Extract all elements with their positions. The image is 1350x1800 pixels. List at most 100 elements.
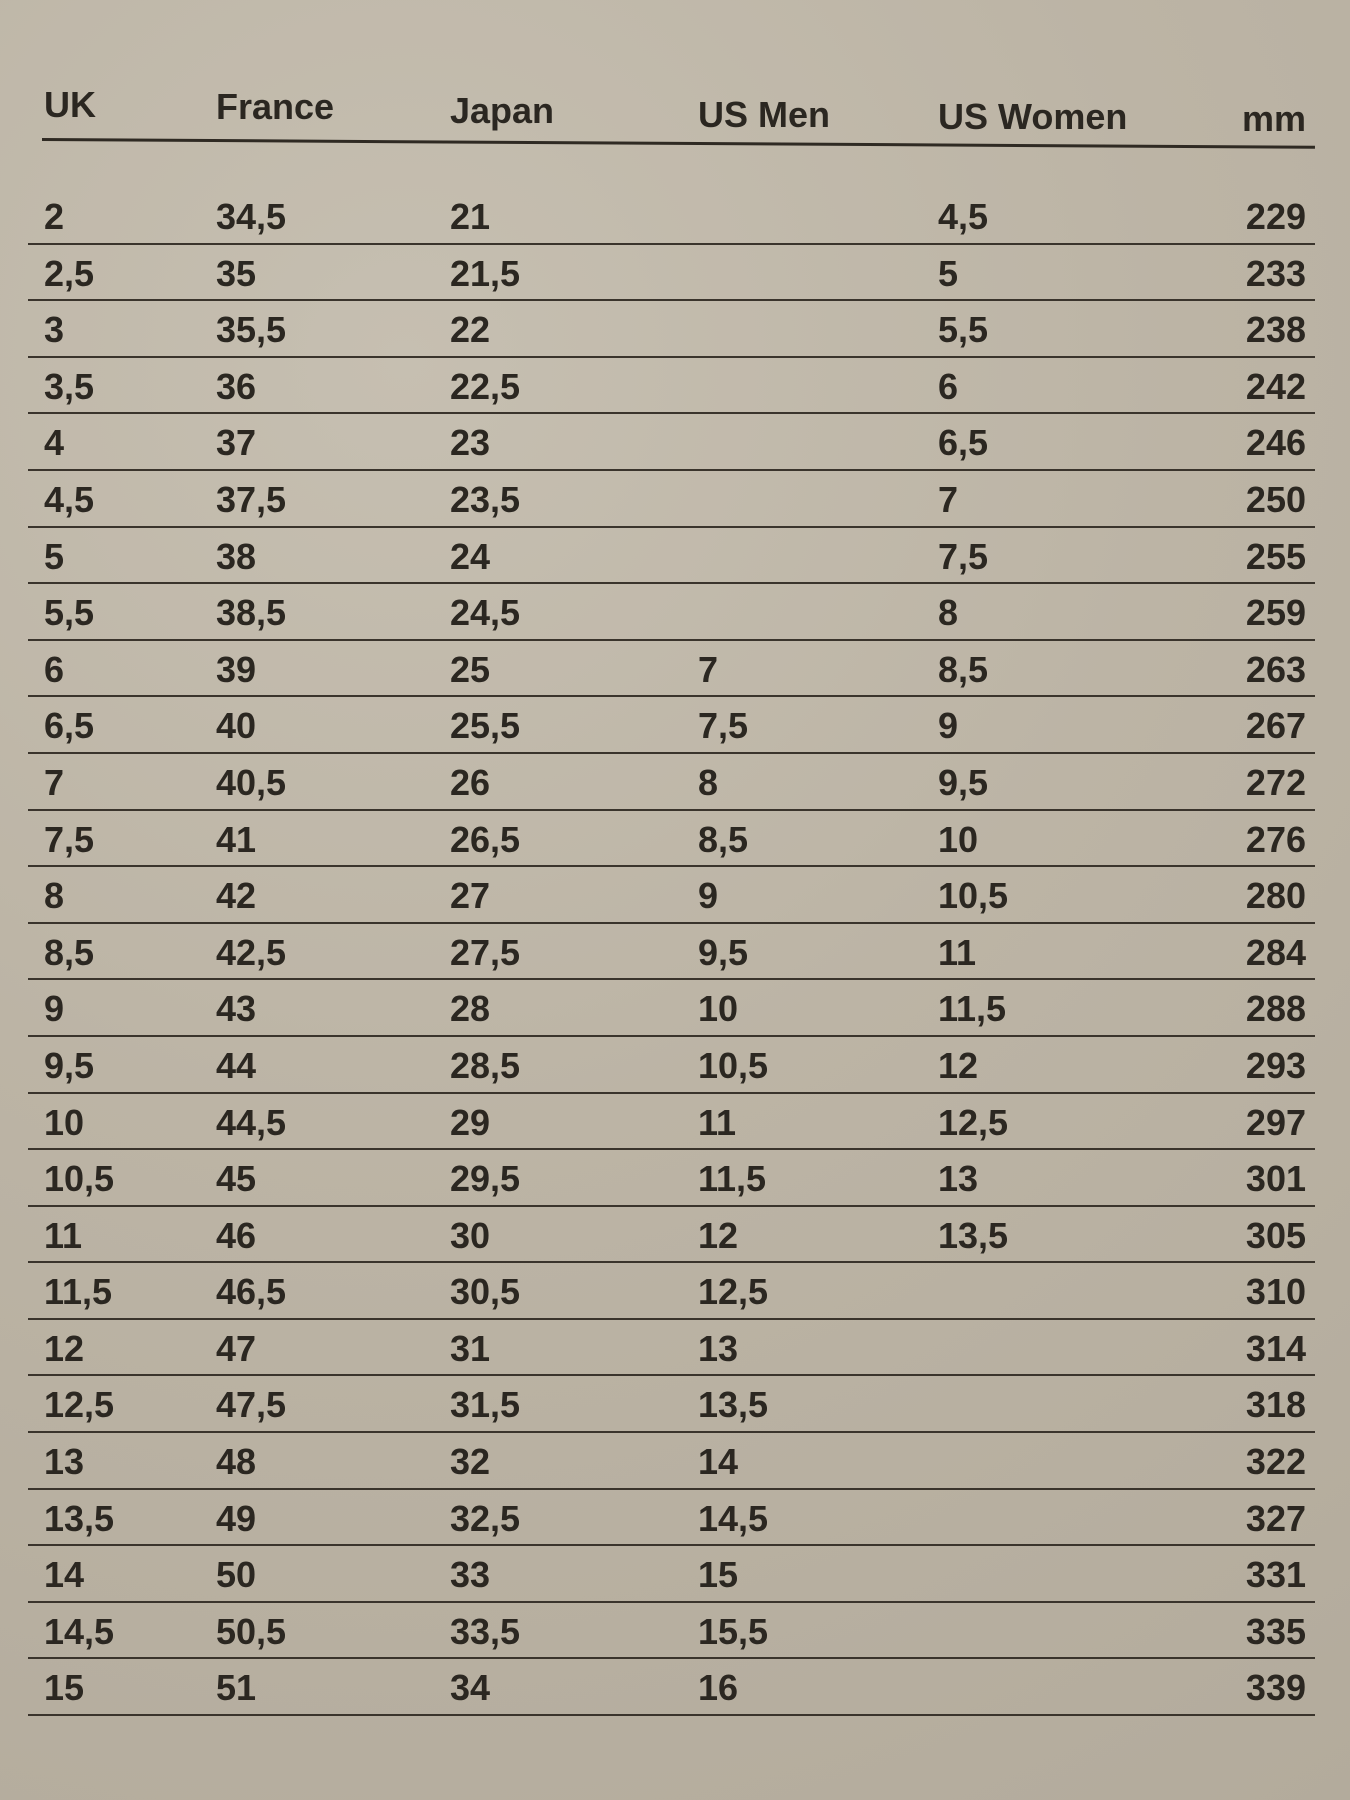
cell-us-men: 8 [698, 761, 719, 803]
size-table-body: 2 34,5 21 4,5 229 2,5 35 21,5 5 233 3 35,5 22 5,5 238 3… [0, 190, 1350, 1718]
row-divider [28, 1600, 1315, 1603]
cell-us-men: 14,5 [698, 1497, 769, 1539]
table-row: 13 48 32 14 322 [0, 1435, 1350, 1492]
table-row: 13,5 49 32,5 14,5 327 [0, 1492, 1350, 1549]
cell-us-men: 14 [698, 1441, 739, 1483]
cell-france: 40,5 [216, 761, 287, 803]
table-row: 15 51 34 16 339 [0, 1661, 1350, 1718]
row-divider [28, 1431, 1315, 1434]
row-divider [28, 242, 1315, 245]
cell-france: 48 [216, 1441, 257, 1483]
table-row: 10,5 45 29,5 11,5 13 301 [0, 1152, 1350, 1209]
cell-france: 44 [216, 1044, 257, 1086]
row-divider [28, 468, 1315, 471]
cell-mm: 322 [1245, 1441, 1306, 1483]
row-divider [28, 1148, 1315, 1151]
cell-france: 49 [216, 1497, 257, 1539]
cell-us-men: 12,5 [698, 1271, 769, 1313]
cell-japan: 33 [450, 1554, 491, 1596]
cell-japan: 34 [450, 1667, 491, 1709]
cell-us-men: 10 [698, 988, 739, 1030]
cell-mm: 272 [1245, 761, 1306, 803]
row-divider [28, 1091, 1315, 1094]
cell-mm: 305 [1245, 1214, 1306, 1256]
cell-japan: 27,5 [450, 931, 521, 973]
cell-us-women: 7,5 [938, 535, 989, 577]
cell-mm: 233 [1245, 252, 1306, 294]
table-row: 8 42 27 9 10,5 280 [0, 869, 1350, 926]
cell-uk: 5 [44, 535, 65, 577]
table-row: 11,5 46,5 30,5 12,5 310 [0, 1265, 1350, 1322]
row-divider [28, 299, 1315, 302]
cell-us-women: 9,5 [938, 761, 989, 803]
cell-us-women: 12 [938, 1044, 979, 1086]
row-divider [28, 412, 1315, 415]
table-row: 7 40,5 26 8 9,5 272 [0, 756, 1350, 813]
cell-mm: 331 [1245, 1554, 1306, 1596]
row-divider [28, 1487, 1315, 1490]
cell-mm: 301 [1245, 1158, 1306, 1200]
cell-japan: 24,5 [450, 592, 521, 634]
cell-japan: 29 [450, 1101, 491, 1143]
cell-japan: 32,5 [450, 1497, 521, 1539]
cell-mm: 267 [1245, 705, 1306, 747]
cell-mm: 280 [1245, 875, 1306, 917]
cell-us-men: 15,5 [698, 1610, 769, 1652]
cell-mm: 229 [1245, 196, 1306, 237]
cell-france: 42 [216, 875, 257, 917]
row-divider [28, 1374, 1315, 1377]
cell-france: 46,5 [216, 1271, 287, 1313]
cell-uk: 7 [44, 761, 65, 803]
row-divider [28, 1544, 1315, 1547]
cell-japan: 32 [450, 1441, 491, 1483]
cell-uk: 12 [44, 1327, 85, 1369]
cell-japan: 28,5 [450, 1044, 521, 1086]
cell-france: 40 [216, 705, 257, 747]
cell-mm: 263 [1245, 648, 1306, 690]
cell-mm: 246 [1245, 422, 1306, 464]
cell-france: 47,5 [216, 1384, 287, 1426]
cell-japan: 30 [450, 1214, 491, 1256]
table-row: 9,5 44 28,5 10,5 12 293 [0, 1039, 1350, 1096]
cell-us-women: 10 [938, 818, 979, 860]
cell-us-men: 10,5 [698, 1044, 769, 1086]
table-row: 7,5 41 26,5 8,5 10 276 [0, 813, 1350, 870]
cell-france: 41 [216, 818, 257, 860]
cell-japan: 31 [450, 1327, 491, 1369]
header-japan: Japan [450, 90, 555, 131]
cell-japan: 25 [450, 648, 491, 690]
cell-mm: 297 [1245, 1101, 1306, 1143]
cell-uk: 6,5 [44, 705, 95, 747]
cell-france: 36 [216, 365, 257, 407]
cell-us-women: 7 [938, 478, 959, 520]
table-row: 5,5 38,5 24,5 8 259 [0, 586, 1350, 643]
cell-france: 42,5 [216, 931, 287, 973]
cell-mm: 327 [1245, 1497, 1306, 1539]
cell-uk: 10,5 [44, 1158, 115, 1200]
cell-us-women: 8,5 [938, 648, 989, 690]
row-divider [28, 865, 1315, 868]
header-mm: mm [1241, 98, 1306, 139]
cell-us-women: 5,5 [938, 309, 989, 351]
cell-japan: 26 [450, 761, 491, 803]
table-row: 14 50 33 15 331 [0, 1548, 1350, 1605]
cell-uk: 15 [44, 1667, 85, 1709]
cell-mm: 310 [1245, 1271, 1306, 1313]
cell-japan: 29,5 [450, 1158, 521, 1200]
header-us-men: US Men [698, 94, 831, 135]
cell-mm: 276 [1245, 818, 1306, 860]
cell-uk: 4,5 [44, 478, 95, 520]
cell-japan: 23 [450, 422, 491, 464]
cell-us-women: 12,5 [938, 1101, 1009, 1143]
header-divider [41, 138, 1315, 149]
cell-us-men: 7,5 [698, 705, 749, 747]
header-us-women: US Women [938, 96, 1128, 137]
row-divider [28, 525, 1315, 528]
cell-us-women: 10,5 [938, 875, 1009, 917]
cell-us-men: 11,5 [698, 1158, 767, 1200]
cell-mm: 242 [1245, 365, 1306, 407]
cell-japan: 30,5 [450, 1271, 521, 1313]
cell-us-women: 6,5 [938, 422, 989, 464]
cell-france: 37 [216, 422, 257, 464]
cell-france: 50,5 [216, 1610, 287, 1652]
